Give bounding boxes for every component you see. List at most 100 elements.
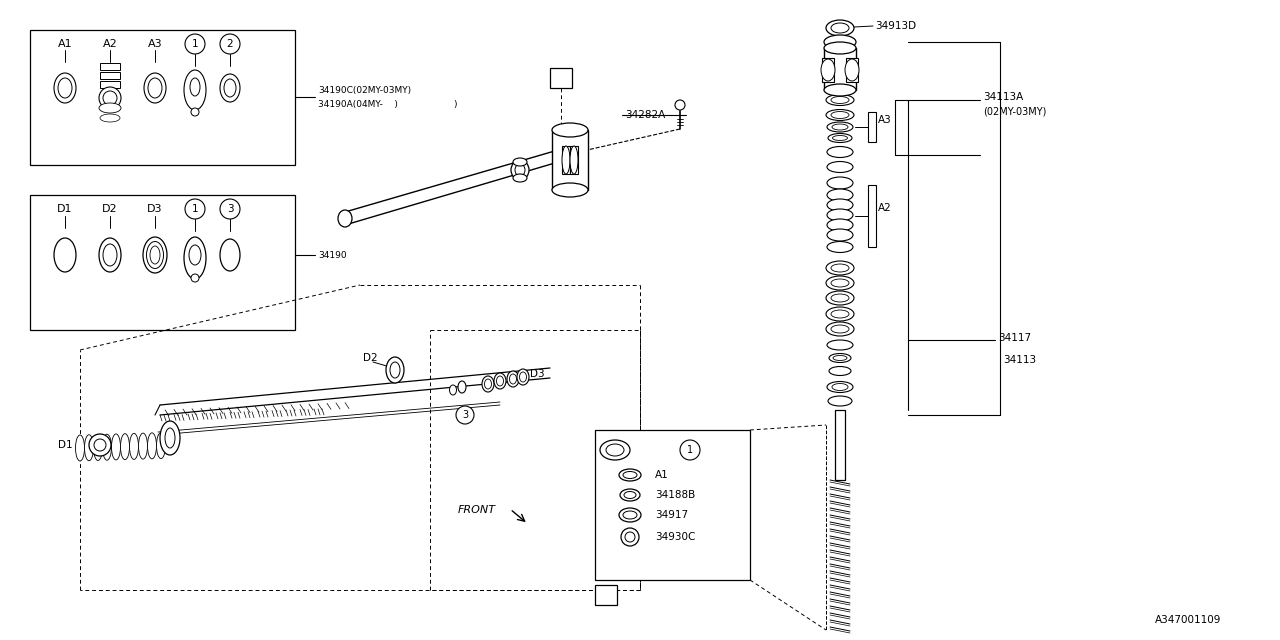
- Ellipse shape: [831, 23, 849, 33]
- Text: 1: 1: [192, 204, 198, 214]
- Text: 34930C: 34930C: [655, 532, 695, 542]
- Ellipse shape: [509, 374, 517, 384]
- Text: 3: 3: [227, 204, 233, 214]
- Text: A2: A2: [102, 39, 118, 49]
- Ellipse shape: [845, 59, 859, 81]
- Ellipse shape: [54, 73, 76, 103]
- Circle shape: [220, 199, 241, 219]
- Circle shape: [621, 528, 639, 546]
- Ellipse shape: [826, 261, 854, 275]
- Ellipse shape: [220, 74, 241, 102]
- Ellipse shape: [826, 95, 854, 106]
- Ellipse shape: [832, 383, 849, 390]
- Ellipse shape: [390, 362, 399, 378]
- Ellipse shape: [620, 508, 641, 522]
- Ellipse shape: [338, 210, 352, 227]
- Text: A3: A3: [147, 39, 163, 49]
- Ellipse shape: [827, 209, 852, 221]
- Ellipse shape: [458, 381, 466, 393]
- Text: ): ): [453, 99, 457, 109]
- Text: 34190A(04MY-    ): 34190A(04MY- ): [317, 99, 398, 109]
- Ellipse shape: [831, 325, 849, 333]
- Text: D2: D2: [102, 204, 118, 214]
- Ellipse shape: [513, 158, 527, 166]
- Ellipse shape: [826, 322, 854, 336]
- Ellipse shape: [829, 367, 851, 376]
- Ellipse shape: [485, 379, 492, 389]
- Ellipse shape: [129, 433, 138, 460]
- Ellipse shape: [511, 160, 529, 180]
- Ellipse shape: [552, 123, 588, 137]
- Ellipse shape: [824, 42, 856, 54]
- Ellipse shape: [831, 264, 849, 272]
- Circle shape: [625, 532, 635, 542]
- Bar: [595, 585, 617, 605]
- Bar: [562, 146, 570, 174]
- Ellipse shape: [494, 373, 506, 389]
- Ellipse shape: [224, 79, 236, 97]
- Ellipse shape: [84, 435, 93, 461]
- Text: D1: D1: [58, 440, 73, 450]
- Ellipse shape: [99, 87, 122, 109]
- Text: 34913D: 34913D: [876, 21, 916, 31]
- Ellipse shape: [76, 435, 84, 461]
- Ellipse shape: [54, 238, 76, 272]
- Ellipse shape: [831, 294, 849, 302]
- Bar: [835, 410, 845, 480]
- Ellipse shape: [625, 492, 636, 499]
- Ellipse shape: [832, 136, 847, 141]
- Ellipse shape: [143, 237, 166, 273]
- Ellipse shape: [826, 291, 854, 305]
- Text: 34917: 34917: [655, 510, 689, 520]
- Bar: [550, 68, 572, 88]
- Circle shape: [191, 274, 198, 282]
- Circle shape: [186, 34, 205, 54]
- Ellipse shape: [146, 241, 164, 269]
- Ellipse shape: [184, 70, 206, 110]
- Ellipse shape: [827, 381, 852, 392]
- Ellipse shape: [827, 177, 852, 189]
- Bar: [29, 30, 294, 165]
- Bar: [822, 58, 835, 82]
- Ellipse shape: [138, 433, 147, 459]
- Ellipse shape: [832, 124, 849, 130]
- Ellipse shape: [111, 434, 120, 460]
- Ellipse shape: [143, 73, 166, 103]
- Ellipse shape: [820, 59, 835, 81]
- Ellipse shape: [827, 199, 852, 211]
- Bar: [824, 48, 856, 90]
- Bar: [29, 195, 294, 330]
- Text: D3: D3: [147, 204, 163, 214]
- Circle shape: [456, 406, 474, 424]
- Ellipse shape: [497, 376, 503, 386]
- Ellipse shape: [507, 371, 518, 387]
- Ellipse shape: [148, 78, 163, 98]
- Text: D3: D3: [530, 369, 544, 379]
- Ellipse shape: [558, 145, 572, 163]
- Bar: [846, 58, 858, 82]
- Ellipse shape: [826, 276, 854, 290]
- Text: 34282A: 34282A: [625, 110, 666, 120]
- Text: D1: D1: [58, 204, 73, 214]
- Ellipse shape: [829, 353, 851, 362]
- Ellipse shape: [827, 229, 852, 241]
- Text: A1: A1: [58, 39, 72, 49]
- Bar: [868, 185, 876, 247]
- Bar: [868, 112, 876, 142]
- Ellipse shape: [189, 245, 201, 265]
- Ellipse shape: [93, 439, 106, 451]
- Text: 3: 3: [462, 410, 468, 420]
- Text: 1: 1: [687, 445, 692, 455]
- Text: A347001109: A347001109: [1155, 615, 1221, 625]
- Ellipse shape: [100, 114, 120, 122]
- Ellipse shape: [93, 435, 102, 460]
- Ellipse shape: [120, 434, 129, 460]
- Ellipse shape: [90, 434, 111, 456]
- Ellipse shape: [165, 428, 175, 448]
- Text: 34188B: 34188B: [655, 490, 695, 500]
- Bar: [100, 72, 120, 79]
- Circle shape: [675, 100, 685, 110]
- Ellipse shape: [102, 244, 116, 266]
- Ellipse shape: [160, 421, 180, 455]
- Ellipse shape: [620, 489, 640, 501]
